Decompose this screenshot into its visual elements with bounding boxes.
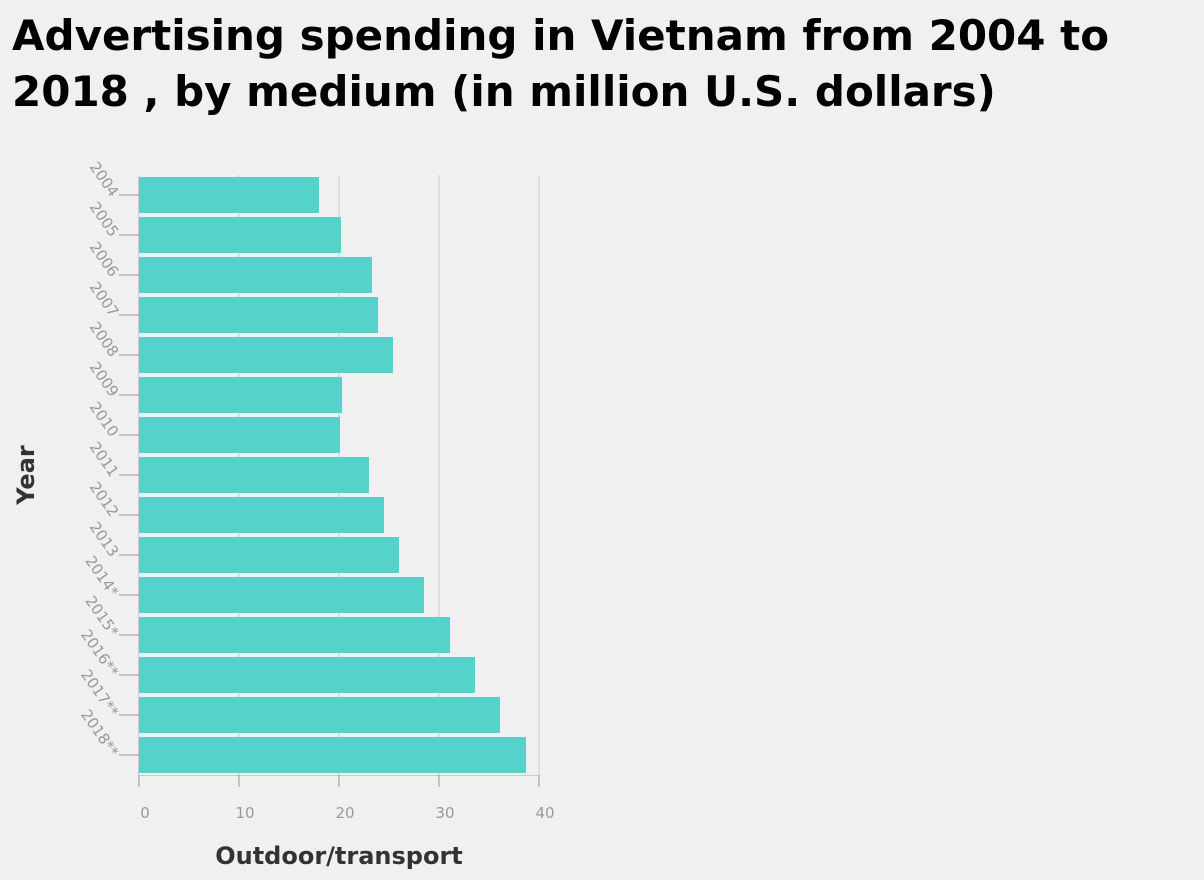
y-tick-label: 2011 xyxy=(86,439,123,481)
bar xyxy=(139,697,500,733)
bars xyxy=(139,177,526,773)
bar xyxy=(139,297,378,333)
bar xyxy=(139,737,526,773)
y-tick-label: 2006 xyxy=(86,239,123,281)
y-tick-label: 2008 xyxy=(86,319,123,361)
x-tick-label: 0 xyxy=(140,804,150,822)
bar xyxy=(139,337,393,373)
x-axis-ticks: 0 10 20 30 40 xyxy=(138,775,555,822)
chart-title: Advertising spending in Vietnam from 200… xyxy=(12,11,1110,116)
bar xyxy=(139,577,424,613)
bar xyxy=(139,617,450,653)
y-axis-title: Year xyxy=(12,445,40,506)
bar xyxy=(139,217,341,253)
y-tick-label: 2010 xyxy=(86,399,123,441)
y-tick-label: 2005 xyxy=(86,199,123,241)
bar xyxy=(139,377,342,413)
x-tick-label: 30 xyxy=(435,804,454,822)
bar xyxy=(139,497,384,533)
y-tick-label: 2009 xyxy=(86,359,123,401)
y-tick-label: 2013 xyxy=(86,519,123,561)
bar xyxy=(139,657,475,693)
x-tick-label: 10 xyxy=(235,804,254,822)
bar xyxy=(139,257,372,293)
x-tick-label: 40 xyxy=(535,804,554,822)
bar xyxy=(139,537,399,573)
y-tick-label: 2014* xyxy=(81,552,122,600)
bar xyxy=(139,417,340,453)
bar xyxy=(139,177,319,213)
y-tick-label: 2004 xyxy=(86,159,123,201)
x-axis-title: Outdoor/transport xyxy=(215,842,463,870)
y-tick-label: 2007 xyxy=(86,279,123,321)
y-tick-label: 2012 xyxy=(86,479,123,521)
y-axis-ticks: 2004200520062007200820092010201120122013… xyxy=(77,159,139,775)
bar xyxy=(139,457,369,493)
x-tick-label: 20 xyxy=(335,804,354,822)
